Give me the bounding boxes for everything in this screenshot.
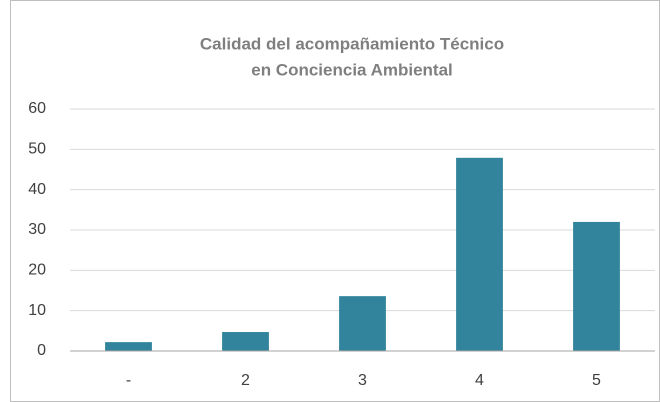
y-tick-label: 50 (28, 141, 46, 158)
chart-title: Calidad del acompañamiento Técnico (200, 34, 504, 53)
x-tick-label: 2 (241, 372, 250, 389)
bar (339, 296, 386, 351)
x-tick-label: 3 (358, 372, 367, 389)
y-tick-label: 0 (37, 342, 46, 359)
bar (105, 342, 152, 351)
y-tick-label: 60 (28, 100, 46, 117)
y-tick-label: 20 (28, 262, 46, 279)
y-tick-label: 10 (28, 302, 46, 319)
bar (573, 221, 620, 351)
x-tick-label: 5 (592, 372, 601, 389)
chart-frame (10, 0, 660, 402)
chart-title: en Conciencia Ambiental (251, 60, 453, 79)
bar (222, 332, 269, 351)
y-tick-label: 40 (28, 181, 46, 198)
bar (456, 157, 503, 351)
y-tick-label: 30 (28, 221, 46, 238)
x-tick-label: 4 (475, 372, 484, 389)
x-tick-label: - (126, 372, 131, 389)
